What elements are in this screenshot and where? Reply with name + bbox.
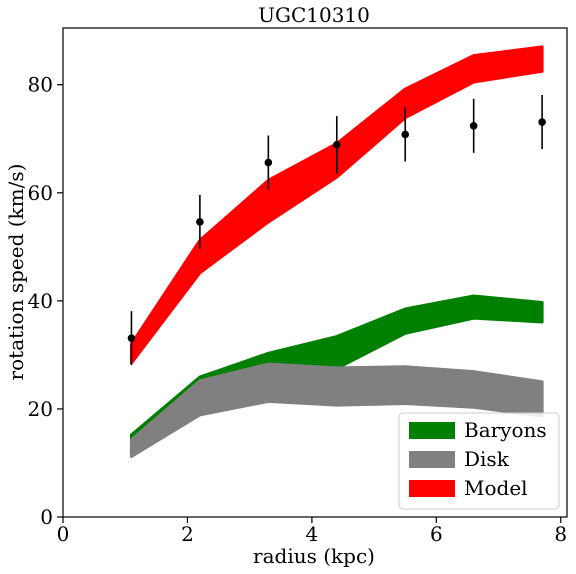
legend-swatch-baryons	[409, 422, 455, 439]
x-tick-label: 2	[181, 522, 194, 546]
y-tick-label: 20	[28, 397, 53, 421]
x-tick-label: 8	[554, 522, 567, 546]
y-tick-label: 40	[28, 289, 53, 313]
data-marker	[469, 122, 478, 130]
observation-point	[196, 194, 204, 249]
chart-title: UGC10310	[258, 3, 370, 27]
x-axis-ticks: 0 2 4 6 8	[57, 517, 567, 546]
legend-label-baryons: Baryons	[464, 418, 547, 442]
data-marker	[264, 158, 273, 167]
data-marker	[127, 334, 136, 342]
legend-label-disk: Disk	[464, 447, 510, 471]
data-marker	[538, 118, 546, 126]
y-tick-label: 60	[28, 181, 53, 205]
data-marker	[401, 130, 410, 139]
legend-swatch-disk	[409, 451, 455, 468]
observation-point	[469, 98, 478, 153]
y-tick-label: 0	[40, 505, 53, 529]
observation-point	[332, 116, 341, 174]
observation-point	[127, 311, 136, 366]
x-axis-label: radius (kpc)	[253, 544, 375, 568]
legend-label-model: Model	[464, 476, 528, 500]
observation-point	[264, 135, 273, 190]
x-tick-label: 0	[57, 522, 70, 546]
observation-points	[127, 95, 546, 366]
legend-items: Baryons Disk Model	[409, 418, 547, 500]
x-tick-label: 6	[430, 522, 443, 546]
x-tick-label: 4	[306, 522, 319, 546]
data-marker	[196, 218, 204, 226]
plot-frame	[62, 27, 568, 518]
legend-swatch-model	[409, 480, 455, 497]
series-bands	[129, 45, 544, 458]
model-band	[129, 45, 544, 365]
y-axis-label: rotation speed (km/s)	[4, 164, 28, 381]
legend: Baryons Disk Model	[398, 412, 560, 510]
data-marker	[332, 140, 341, 149]
y-tick-label: 80	[28, 73, 53, 97]
y-axis-ticks: 0 20 40 60 80	[28, 73, 63, 529]
observation-point	[401, 107, 410, 162]
observation-point	[538, 95, 546, 150]
